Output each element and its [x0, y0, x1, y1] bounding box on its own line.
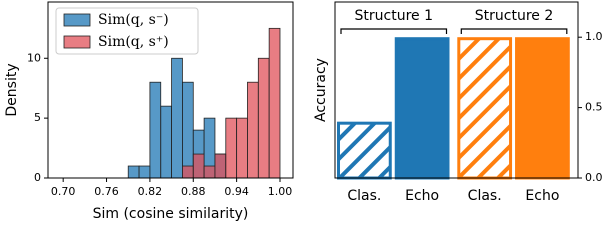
hist-bar [138, 165, 151, 179]
y-tick-label: 0.0 [585, 171, 603, 184]
y-axis-label: Density [4, 63, 20, 116]
bar [457, 37, 513, 180]
hist-bar [268, 27, 281, 179]
x-tick-label: 1.00 [268, 185, 293, 198]
x-tick-label: 0.88 [181, 185, 206, 198]
x-tick-label: Echo [405, 188, 439, 204]
bar [394, 37, 450, 180]
hist-bar [214, 153, 227, 179]
hist-bar [160, 105, 172, 179]
hist-bar [247, 81, 259, 179]
x-axis-label: Sim (cosine similarity) [93, 206, 249, 222]
y-axis-label: Accuracy [313, 58, 329, 122]
x-tick-label: 0.70 [51, 185, 76, 198]
hist-bar [171, 57, 183, 179]
y-tick-label: 5 [34, 111, 41, 124]
x-tick-label: Echo [525, 188, 559, 204]
y-tick-label: 1.0 [585, 30, 603, 43]
legend-label: Sim(q, s⁺) [98, 34, 169, 50]
x-tick-label: Clas. [468, 188, 502, 204]
y-tick-label: 0.5 [585, 101, 603, 114]
hist-bar [225, 117, 238, 179]
x-tick-label: 0.76 [94, 185, 119, 198]
x-tick-label: 0.82 [138, 185, 163, 198]
hist-bar [127, 165, 140, 179]
bar [337, 121, 392, 180]
hist-bar [182, 81, 194, 179]
group-bracket [340, 28, 448, 34]
bar [515, 37, 570, 180]
hist-bar [149, 81, 162, 179]
axes-frame [47, 1, 294, 179]
x-tick-label: 0.94 [224, 185, 249, 198]
group-label: Structure 1 [355, 8, 433, 24]
legend-swatch [63, 35, 91, 49]
hist-bar [203, 165, 216, 179]
hist-bar [182, 165, 194, 179]
hist-bar [192, 153, 205, 179]
legend-label: Sim(q, s⁻) [98, 12, 169, 28]
axes-frame [334, 1, 579, 179]
hist-bar [236, 117, 248, 179]
group-bracket [460, 28, 568, 34]
y-tick-label: 0 [34, 171, 41, 184]
legend-box [55, 7, 199, 55]
x-tick-label: Clas. [347, 188, 381, 204]
y-tick-label: 10 [27, 51, 41, 64]
hist-bar [257, 57, 270, 179]
legend-swatch [63, 13, 91, 27]
group-label: Structure 2 [475, 8, 553, 24]
figure: 0.70 0.76 0.82 0.88 0.94 1.00 0 5 10 Sim (cosine … [4, 1, 603, 222]
